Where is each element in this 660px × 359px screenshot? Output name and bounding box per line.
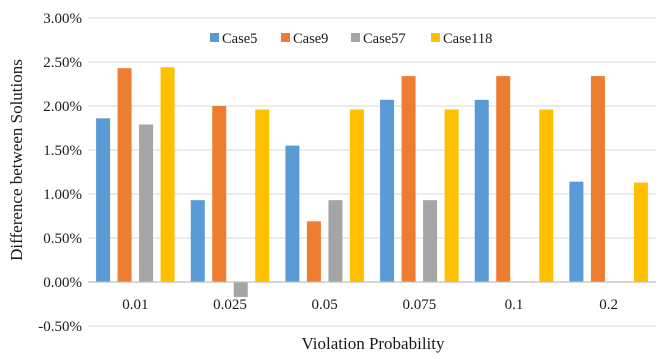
bar-case9-0.01 [117,68,132,282]
bar-case9-0.1 [496,76,511,282]
bar-case118-0.2 [633,182,648,282]
y-tick-label: 1.50% [43,143,82,159]
x-tick-label: 0.1 [505,297,524,313]
bar-case5-0.2 [569,181,584,282]
bar-case57-0.05 [328,200,343,282]
x-tick-label: 0.05 [312,297,338,313]
axes: 3.00% 2.50% 2.00% 1.50% 1.00% 0.50% 0.00% -0.50… [38,11,656,335]
legend-label-case5: Case5 [222,31,257,47]
bar-case9-0.2 [590,76,605,282]
x-axis-title: Violation Probability [302,334,445,353]
legend-swatch-case5 [210,33,219,42]
legend-label-case9: Case9 [293,31,328,47]
gridlines [88,17,656,327]
bar-case9-0.05 [306,221,321,282]
bar-case118-0.025 [255,109,270,283]
bar-case9-0.075 [401,76,416,282]
bars [96,67,648,297]
legend-swatch-case9 [281,33,290,42]
y-tick-label: 2.00% [43,99,82,115]
y-tick-label: 2.50% [43,55,82,71]
x-tick-label: 0.025 [213,297,247,313]
legend-label-case118: Case118 [443,31,492,47]
x-tick-label: 0.01 [122,297,148,313]
y-tick-label: 0.50% [43,231,82,247]
y-axis-title: Difference between Solutions [7,59,26,261]
y-tick-label: -0.50% [38,319,82,335]
bar-case57-0.075 [423,200,438,282]
bar-case5-0.01 [96,118,111,282]
bar-case118-0.05 [349,109,364,283]
bar-case57-0.025 [233,282,248,297]
bar-case5-0.025 [190,200,205,282]
legend-label-case57: Case57 [363,31,406,47]
bar-case5-0.075 [380,99,395,282]
bar-case5-0.1 [474,99,489,282]
bar-case118-0.1 [539,109,554,283]
x-tick-label: 0.2 [599,297,618,313]
bar-case5-0.05 [285,145,300,282]
y-tick-label: 1.00% [43,187,82,203]
bar-case118-0.075 [444,109,459,283]
legend: Case5 Case9 Case57 Case118 [210,31,492,47]
x-tick-label: 0.075 [402,297,436,313]
bar-case118-0.01 [160,67,175,282]
legend-swatch-case118 [431,33,440,42]
y-tick-label: 0.00% [43,275,82,291]
y-tick-label: 3.00% [43,11,82,27]
bar-case57-0.01 [139,124,154,282]
legend-swatch-case57 [351,33,360,42]
bar-case9-0.025 [212,106,227,282]
